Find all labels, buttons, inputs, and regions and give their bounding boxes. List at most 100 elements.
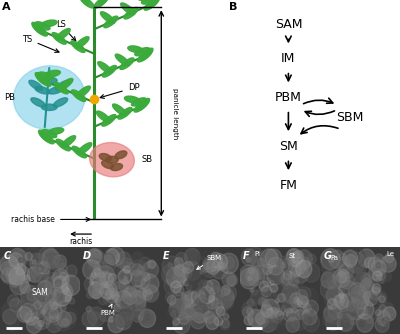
Ellipse shape	[121, 3, 135, 15]
Circle shape	[131, 311, 136, 316]
Circle shape	[248, 267, 255, 274]
Circle shape	[190, 313, 206, 329]
Ellipse shape	[81, 0, 94, 8]
Circle shape	[354, 272, 371, 290]
Circle shape	[336, 272, 347, 283]
Text: panicle length: panicle length	[172, 88, 178, 139]
Circle shape	[282, 284, 300, 303]
Circle shape	[322, 270, 338, 289]
Text: LS: LS	[56, 20, 76, 41]
Circle shape	[309, 306, 314, 312]
Circle shape	[193, 289, 206, 303]
Circle shape	[108, 273, 116, 282]
Circle shape	[348, 293, 355, 301]
Circle shape	[262, 299, 279, 318]
Circle shape	[129, 260, 147, 280]
Circle shape	[60, 317, 68, 326]
Circle shape	[213, 263, 222, 272]
Circle shape	[175, 292, 180, 298]
Circle shape	[132, 306, 143, 318]
Circle shape	[20, 282, 30, 294]
Circle shape	[364, 292, 370, 299]
Circle shape	[326, 287, 343, 305]
Circle shape	[205, 262, 209, 267]
Circle shape	[286, 284, 296, 295]
Ellipse shape	[72, 90, 86, 102]
Circle shape	[55, 280, 62, 287]
Circle shape	[6, 259, 21, 276]
Circle shape	[359, 322, 364, 327]
Circle shape	[53, 276, 67, 291]
Circle shape	[188, 274, 203, 291]
Circle shape	[337, 257, 350, 271]
Circle shape	[37, 270, 43, 277]
Ellipse shape	[72, 146, 86, 158]
Circle shape	[24, 246, 42, 266]
Circle shape	[176, 267, 189, 282]
Circle shape	[102, 255, 117, 271]
Circle shape	[12, 250, 28, 267]
Circle shape	[382, 317, 390, 325]
Ellipse shape	[100, 12, 114, 23]
Circle shape	[33, 266, 36, 270]
Circle shape	[64, 283, 67, 287]
Circle shape	[25, 290, 37, 303]
Circle shape	[360, 278, 374, 293]
Circle shape	[214, 316, 223, 326]
Circle shape	[17, 307, 32, 322]
Text: FM: FM	[280, 179, 297, 192]
Circle shape	[206, 316, 219, 330]
Circle shape	[182, 268, 192, 279]
Circle shape	[287, 314, 298, 325]
Circle shape	[275, 311, 284, 320]
Circle shape	[57, 293, 64, 302]
Circle shape	[276, 294, 293, 312]
Circle shape	[55, 283, 73, 302]
Circle shape	[209, 256, 217, 265]
Circle shape	[295, 310, 304, 320]
Circle shape	[354, 307, 358, 310]
Circle shape	[43, 274, 48, 280]
Ellipse shape	[42, 130, 57, 138]
Circle shape	[364, 272, 372, 281]
Circle shape	[93, 265, 99, 271]
Circle shape	[366, 316, 373, 323]
Circle shape	[186, 304, 190, 308]
Circle shape	[208, 285, 224, 302]
Circle shape	[94, 268, 100, 275]
Circle shape	[352, 290, 369, 309]
Circle shape	[65, 295, 71, 302]
Circle shape	[96, 288, 101, 294]
Circle shape	[375, 317, 389, 332]
Text: DP: DP	[100, 83, 139, 99]
Circle shape	[378, 294, 386, 302]
Circle shape	[31, 263, 49, 283]
Circle shape	[329, 250, 346, 269]
Circle shape	[21, 285, 39, 306]
Circle shape	[357, 263, 366, 273]
Circle shape	[340, 273, 354, 289]
Ellipse shape	[102, 161, 114, 169]
Circle shape	[287, 308, 299, 321]
Circle shape	[294, 301, 311, 319]
Circle shape	[34, 290, 44, 301]
Circle shape	[171, 311, 176, 316]
Circle shape	[383, 307, 396, 321]
Circle shape	[364, 291, 378, 306]
Circle shape	[59, 283, 67, 292]
Text: B: B	[229, 2, 237, 12]
Circle shape	[242, 301, 257, 318]
Circle shape	[339, 253, 346, 260]
Circle shape	[145, 314, 150, 320]
Circle shape	[9, 268, 25, 285]
Circle shape	[364, 299, 369, 304]
Circle shape	[143, 310, 151, 318]
Circle shape	[101, 273, 113, 286]
Circle shape	[362, 308, 368, 315]
Circle shape	[357, 267, 361, 271]
Circle shape	[44, 253, 60, 271]
Circle shape	[346, 301, 355, 312]
Circle shape	[333, 303, 345, 315]
Circle shape	[50, 288, 62, 302]
Circle shape	[30, 254, 48, 273]
